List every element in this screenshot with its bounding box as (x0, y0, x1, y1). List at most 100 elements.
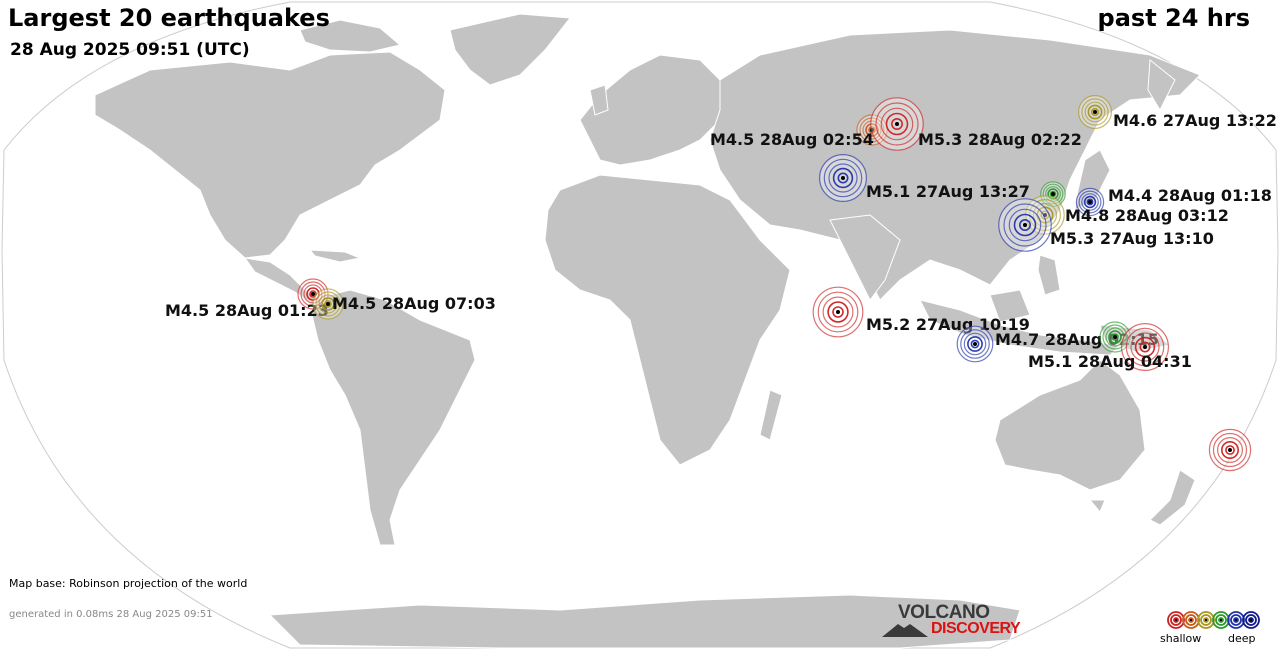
earthquake-ring (318, 294, 338, 314)
earthquake-ring (1042, 183, 1064, 205)
earthquake-marker[interactable] (1075, 187, 1105, 217)
earthquake-marker[interactable] (812, 286, 864, 338)
caribbean (308, 249, 362, 263)
earthquake-label: M4.4 28Aug 01:18 (1108, 186, 1272, 205)
legend-depth-circle (1245, 614, 1257, 626)
earthquake-ring (1008, 208, 1042, 242)
earthquake-marker[interactable] (312, 288, 344, 320)
earthquake-ring (321, 297, 335, 311)
legend-depth-circle (1242, 611, 1260, 629)
legend-depth-circle (1215, 614, 1227, 626)
earthquake-ring (828, 163, 858, 193)
legend-depth-circle (1167, 611, 1185, 629)
kamchatka (1147, 59, 1176, 112)
earthquake-label: M4.8 28Aug 03:12 (1065, 206, 1229, 225)
logo-line-2: DISCOVERY (931, 620, 1021, 637)
earthquake-ring (1111, 333, 1119, 341)
earthquake-ring (885, 112, 909, 136)
legend-depth-circle (1173, 617, 1179, 623)
depth-legend-circles (1167, 611, 1260, 629)
earthquake-ring (1032, 202, 1058, 228)
earthquake-label: M4.5 28Aug 02:54 (710, 130, 874, 149)
earthquake-ring (823, 158, 863, 198)
earthquake-ring (865, 123, 879, 137)
page-title: Largest 20 earthquakes (8, 4, 330, 32)
earthquake-epicenter (1051, 192, 1055, 196)
earthquake-epicenter (973, 342, 977, 346)
logo-line-1: VOLCANO (898, 602, 990, 623)
legend-depth-circle (1188, 617, 1194, 623)
legend-depth-circle (1218, 617, 1224, 623)
earthquake-marker[interactable] (818, 154, 867, 203)
indian-subcontinent (829, 214, 901, 301)
earthquake-marker[interactable] (870, 97, 924, 151)
earthquake-label: M5.3 28Aug 02:22 (918, 130, 1082, 149)
earthquake-ring (1130, 332, 1160, 362)
earthquake-epicenter (311, 292, 315, 296)
earthquake-ring (1090, 107, 1100, 117)
earthquake-label: M5.2 27Aug 10:19 (866, 315, 1030, 334)
australia (994, 359, 1146, 491)
north-america (94, 51, 446, 259)
map-base-note: Map base: Robinson projection of the wor… (9, 577, 248, 590)
earthquake-ring (1216, 437, 1243, 464)
earthquake-ring (1078, 190, 1102, 214)
earthquake-ring (1081, 98, 1109, 126)
earthquake-ring (960, 329, 990, 359)
philippines (1037, 254, 1061, 296)
earthquake-label: M4.5 28Aug 01:23 (165, 301, 329, 320)
earthquake-ring (822, 296, 854, 328)
legend-depth-circle (1227, 611, 1245, 629)
earthquake-ring (1134, 336, 1156, 358)
earthquake-ring (1013, 213, 1037, 237)
earthquake-ring (832, 167, 854, 189)
earthquake-ring (1047, 188, 1059, 200)
page-datetime: 28 Aug 2025 09:51 (UTC) (10, 40, 250, 60)
south-america (311, 289, 476, 546)
earthquake-ring (880, 107, 914, 141)
volcano-discovery-logo[interactable]: VOLCANO DISCOVERY (880, 602, 1040, 642)
earthquake-epicenter (841, 176, 845, 180)
earthquake-ring (862, 120, 882, 140)
earthquake-ring (324, 300, 332, 308)
earthquake-marker[interactable] (998, 198, 1052, 252)
earthquake-marker[interactable] (956, 325, 994, 363)
earthquake-ring (309, 290, 317, 298)
earthquake-ring (1084, 101, 1106, 123)
earthquake-epicenter (895, 122, 899, 126)
earthquake-epicenter (1228, 448, 1232, 452)
land-masses (94, 13, 1201, 649)
earthquake-ring (315, 291, 341, 317)
earthquake-label: M5.1 28Aug 04:31 (1028, 352, 1192, 371)
earthquake-label: M5.1 27Aug 13:27 (866, 182, 1030, 201)
legend-depth-circle (1197, 611, 1215, 629)
madagascar (759, 389, 783, 441)
volcano-icon (882, 624, 928, 637)
earthquake-ring (1102, 324, 1128, 350)
legend-depth-circle (1185, 614, 1197, 626)
earthquake-marker[interactable] (1120, 323, 1169, 372)
legend-depth-circle (1212, 611, 1230, 629)
earthquake-marker[interactable] (1077, 94, 1112, 129)
earthquake-label: M5.3 27Aug 13:10 (1050, 229, 1214, 248)
tasmania (1088, 499, 1106, 513)
legend-depth-circle (1203, 617, 1209, 623)
earthquake-markers: M4.6 27Aug 13:22 M4.5 28Aug 02:54 M5.3 28A… (165, 94, 1277, 472)
earthquake-epicenter (1143, 345, 1147, 349)
arctic-islands (299, 19, 402, 53)
earthquake-marker[interactable] (1208, 428, 1252, 472)
legend-shallow-label: shallow (1160, 632, 1202, 645)
earthquake-epicenter (1023, 223, 1027, 227)
earthquake-label: M4.5 28Aug 07:03 (332, 294, 496, 313)
earthquake-ring (1003, 203, 1047, 247)
earthquake-ring (875, 102, 919, 146)
earthquake-label: M4.6 27Aug 13:22 (1113, 111, 1277, 130)
earthquake-ring (1221, 440, 1240, 459)
earthquake-epicenter (1088, 200, 1092, 204)
earthquake-epicenter (836, 310, 840, 314)
earthquake-ring (1225, 445, 1235, 455)
earthquake-ring (1083, 195, 1097, 209)
legend-depth-circle (1248, 617, 1254, 623)
legend-depth-circle (1230, 614, 1242, 626)
